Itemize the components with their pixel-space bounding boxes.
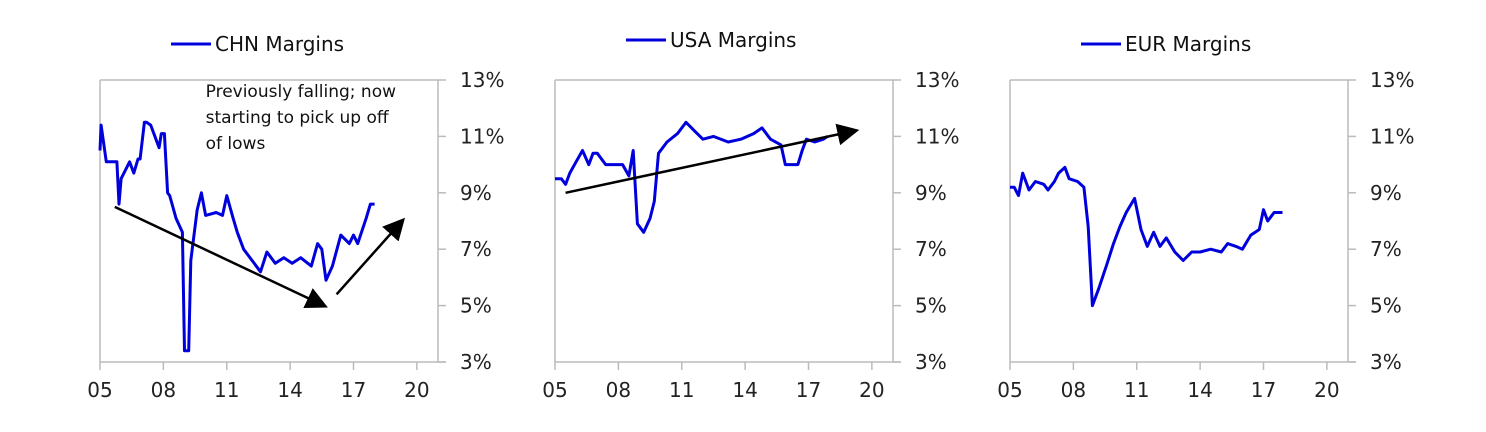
- y-tick-label: 13%: [1370, 68, 1414, 92]
- series-line: [1010, 165, 1283, 308]
- y-tick-label: 9%: [460, 181, 492, 205]
- trend-arrow: [114, 205, 328, 309]
- x-tick-label: 20: [1314, 378, 1339, 402]
- chart-usa: 13% 11% 9% 7% 5% 3% 05 08 11 14 17 20 USA Margins: [542, 28, 959, 402]
- y-tick-label: 7%: [915, 237, 947, 261]
- x-tick-label: 17: [1251, 378, 1276, 402]
- x-tick-label: 20: [859, 378, 884, 402]
- annotation-text: of lows: [206, 134, 266, 154]
- x-tick-label: 08: [1061, 378, 1086, 402]
- legend-label: USA Margins: [670, 28, 796, 52]
- x-tick-label: 05: [542, 378, 567, 402]
- y-tick-label: 9%: [1370, 181, 1402, 205]
- legend-label: CHN Margins: [215, 32, 344, 56]
- trend-arrow: [335, 217, 406, 296]
- y-tick-label: 9%: [915, 181, 947, 205]
- y-tick-label: 3%: [460, 350, 492, 374]
- x-tick-label: 05: [87, 378, 112, 402]
- x-tick-label: 11: [1124, 378, 1149, 402]
- x-tick-label: 14: [732, 378, 757, 402]
- x-tick-label: 08: [606, 378, 631, 402]
- x-tick-label: 20: [404, 378, 429, 402]
- y-tick-label: 3%: [1370, 350, 1402, 374]
- chart-chn: 13% 11% 9% 7% 5% 3% 05 08 11 14 17 20 CHN Margins Pre…: [87, 32, 504, 402]
- annotation-text: Previously falling; now: [206, 82, 396, 102]
- legend-label: EUR Margins: [1125, 32, 1251, 56]
- x-tick-label: 17: [796, 378, 821, 402]
- x-tick-label: 08: [151, 378, 176, 402]
- x-tick-label: 11: [669, 378, 694, 402]
- y-tick-label: 13%: [460, 68, 504, 92]
- y-tick-label: 11%: [915, 124, 959, 148]
- series-line: [555, 120, 829, 234]
- x-tick-label: 14: [277, 378, 302, 402]
- y-tick-label: 11%: [460, 124, 504, 148]
- y-tick-label: 3%: [915, 350, 947, 374]
- x-tick-label: 11: [214, 378, 239, 402]
- y-tick-label: 7%: [460, 237, 492, 261]
- annotation-text: starting to pick up off: [206, 108, 390, 128]
- y-tick-label: 11%: [1370, 124, 1414, 148]
- x-tick-label: 05: [997, 378, 1022, 402]
- y-tick-label: 5%: [1370, 294, 1402, 318]
- x-tick-label: 14: [1187, 378, 1212, 402]
- y-tick-label: 5%: [915, 294, 947, 318]
- x-tick-label: 17: [341, 378, 366, 402]
- series-line: [98, 120, 375, 353]
- chart-eur: 13% 11% 9% 7% 5% 3% 05 08 11 14 17 20 EUR Margins: [997, 32, 1414, 402]
- y-tick-label: 5%: [460, 294, 492, 318]
- trend-arrow: [565, 123, 860, 195]
- y-tick-label: 7%: [1370, 237, 1402, 261]
- y-tick-label: 13%: [915, 68, 959, 92]
